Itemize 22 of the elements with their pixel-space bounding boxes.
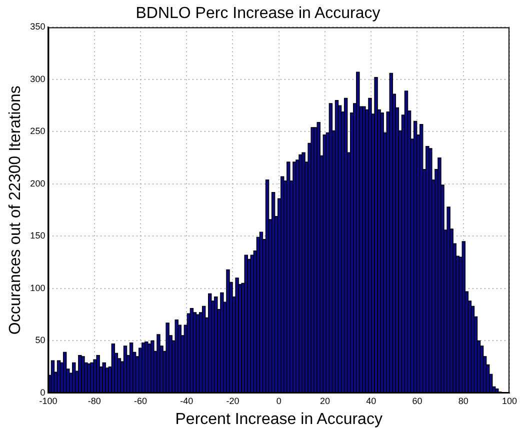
y-tick-label: 300 [30,74,46,84]
x-tick-label: 80 [458,396,468,406]
chart-title: BDNLO Perc Increase in Accuracy [136,5,380,22]
y-tick-label: 250 [30,126,46,136]
x-tick-label: -60 [134,396,147,406]
x-tick-label: 40 [366,396,376,406]
x-axis-title: Percent Increase in Accuracy [175,410,382,428]
x-tick-label: 60 [412,396,422,406]
x-tick-label: -100 [39,396,58,406]
x-tick-label: 100 [502,396,518,406]
y-tick-label: 350 [30,22,46,32]
x-tick-label: -80 [88,396,101,406]
y-tick-label: 0 [40,387,46,398]
y-tick-label: 50 [35,335,46,346]
x-tick-label: -40 [180,396,194,406]
x-tick-label: -20 [226,396,240,406]
x-tick-label: 20 [320,396,330,406]
x-tick-label: 0 [276,396,282,406]
y-tick-label: 200 [30,178,46,188]
y-tick-label: 150 [30,230,46,241]
y-tick-label: 100 [30,282,46,293]
y-axis-title: Occurances out of 22300 Iterations [7,86,24,335]
